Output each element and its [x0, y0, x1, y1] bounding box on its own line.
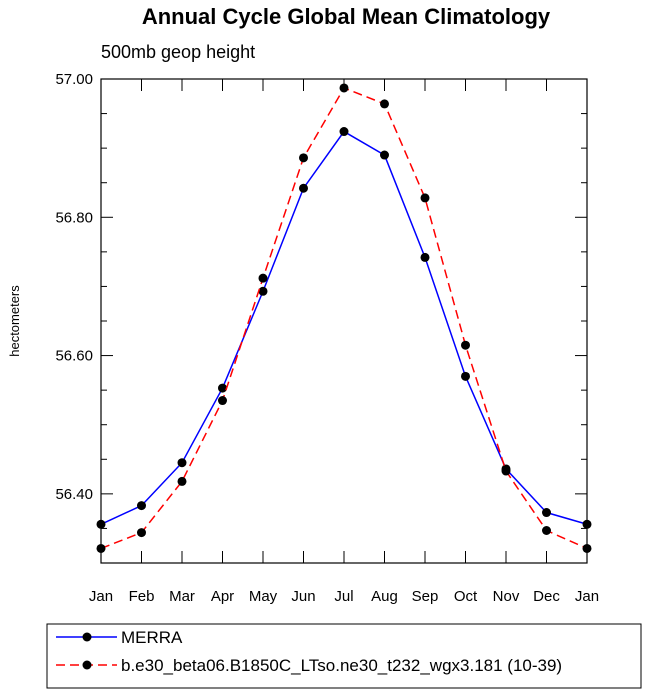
legend: MERRA b.e30_beta06.B1850C_LTso.ne30_t232_… — [46, 623, 642, 689]
legend-label: MERRA — [121, 628, 183, 647]
series-1 — [96, 127, 592, 529]
series-line — [100, 87, 588, 550]
data-point — [380, 99, 389, 109]
x-tick-label: Sep — [412, 588, 439, 605]
data-point — [137, 501, 146, 511]
data-point — [218, 396, 227, 406]
data-point — [258, 286, 268, 296]
x-tick-label: Apr — [211, 588, 234, 605]
x-tick-label: May — [249, 588, 278, 605]
data-point — [542, 526, 551, 536]
y-tick-label: 57.00 — [55, 71, 93, 88]
x-tick-labels: Jan Feb Mar Apr May Jun Jul Aug Sep Oct Nov Dec Jan — [89, 588, 599, 605]
data-point — [177, 458, 187, 468]
legend-entry-1: MERRA — [56, 628, 183, 647]
x-tick-label: Jun — [291, 588, 315, 605]
x-tick-label: Nov — [493, 588, 520, 605]
series-2 — [96, 83, 592, 553]
series-line — [100, 130, 588, 526]
data-point — [420, 193, 430, 203]
y-tick-label: 56.80 — [55, 209, 93, 226]
x-tick-label: Jan — [575, 588, 599, 605]
data-point — [461, 371, 470, 381]
data-point — [218, 383, 227, 393]
legend-marker — [82, 660, 92, 670]
plot-frame — [100, 78, 588, 564]
legend-entries: MERRA b.e30_beta06.B1850C_LTso.ne30_t232_… — [56, 628, 562, 675]
data-point — [258, 273, 268, 283]
x-tick-label: Dec — [533, 588, 560, 605]
x-tick-label: Aug — [371, 588, 398, 605]
y-tick-labels: 56.40 56.60 56.80 57.00 — [55, 71, 93, 503]
x-tick-label: Jan — [89, 588, 113, 605]
chart-subtitle: 500mb geop height — [101, 42, 255, 62]
data-point — [380, 150, 389, 160]
legend-box — [46, 623, 642, 689]
data-point — [299, 183, 308, 193]
data-point — [420, 252, 430, 262]
data-point — [461, 340, 470, 350]
x-tick-label: Oct — [454, 588, 478, 605]
x-tick-label: Feb — [129, 588, 155, 605]
x-tick-label: Mar — [169, 588, 195, 605]
data-point — [542, 508, 551, 518]
x-tick-label: Jul — [334, 588, 353, 605]
y-axis-label: hectometers — [7, 285, 22, 357]
data-point — [137, 528, 146, 538]
series-layer — [96, 83, 592, 553]
data-point — [299, 153, 308, 163]
chart-title: Annual Cycle Global Mean Climatology — [142, 4, 551, 29]
legend-label: b.e30_beta06.B1850C_LTso.ne30_t232_wgx3.… — [121, 656, 562, 675]
data-point — [339, 83, 349, 93]
axis-ticks — [100, 78, 588, 564]
data-point — [501, 466, 511, 476]
data-point — [339, 127, 349, 137]
legend-entry-2: b.e30_beta06.B1850C_LTso.ne30_t232_wgx3.… — [56, 656, 562, 675]
data-point — [177, 476, 187, 486]
y-tick-label: 56.40 — [55, 486, 93, 503]
legend-marker — [82, 632, 92, 642]
y-tick-label: 56.60 — [55, 348, 93, 365]
